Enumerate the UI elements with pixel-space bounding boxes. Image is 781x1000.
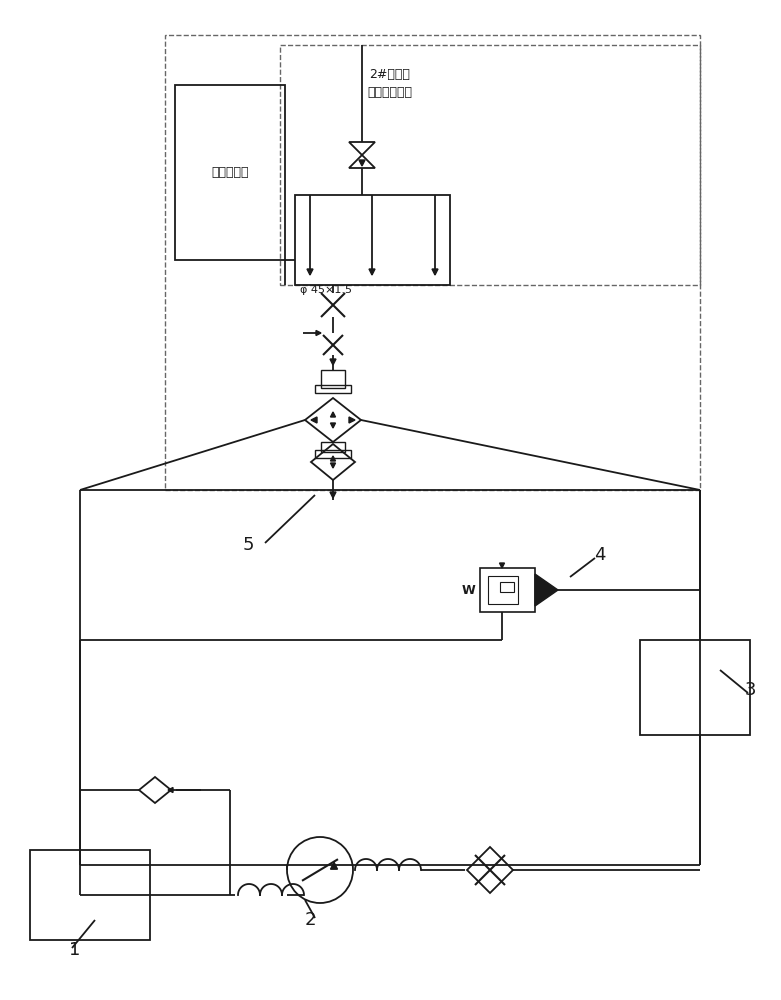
Text: W: W <box>461 584 475 596</box>
Bar <box>315 450 351 458</box>
Text: 5: 5 <box>242 536 254 554</box>
Text: 主油箱消耗舱: 主油箱消耗舱 <box>368 87 412 100</box>
Text: φ 45×1.5: φ 45×1.5 <box>300 285 352 295</box>
Polygon shape <box>330 423 336 428</box>
Text: 飞机燃油箱: 飞机燃油箱 <box>211 166 249 179</box>
Bar <box>295 195 450 285</box>
Bar <box>640 640 750 735</box>
Polygon shape <box>535 574 558 606</box>
Bar <box>500 582 514 592</box>
Bar <box>175 85 285 260</box>
Polygon shape <box>330 862 337 869</box>
Bar <box>315 385 351 393</box>
Polygon shape <box>311 417 317 423</box>
Bar <box>321 442 345 452</box>
Polygon shape <box>359 160 365 166</box>
Polygon shape <box>500 563 505 568</box>
Polygon shape <box>168 788 173 792</box>
Polygon shape <box>330 412 336 417</box>
Polygon shape <box>349 417 355 423</box>
Bar <box>480 568 535 612</box>
Polygon shape <box>330 463 336 468</box>
Polygon shape <box>330 359 336 365</box>
Polygon shape <box>330 456 336 461</box>
Bar <box>488 576 518 604</box>
Bar <box>280 45 700 285</box>
Text: 4: 4 <box>594 546 606 564</box>
Polygon shape <box>369 269 375 275</box>
Polygon shape <box>316 330 321 336</box>
Text: 2#发动机: 2#发动机 <box>369 68 411 82</box>
Text: 3: 3 <box>744 681 756 699</box>
Bar <box>321 370 345 388</box>
Polygon shape <box>307 269 313 275</box>
Text: 2: 2 <box>305 911 316 929</box>
Text: 1: 1 <box>70 941 80 959</box>
Bar <box>165 35 700 490</box>
Polygon shape <box>330 492 336 498</box>
Bar <box>30 850 150 940</box>
Polygon shape <box>432 269 438 275</box>
